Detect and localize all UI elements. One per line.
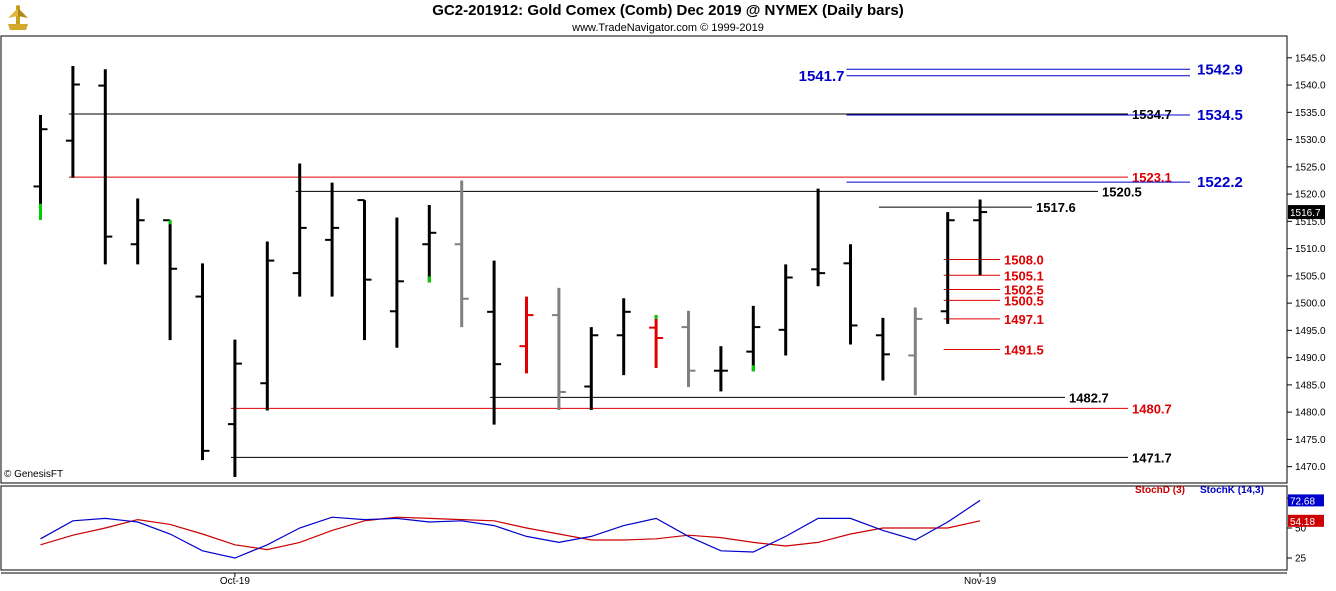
level-label: 1482.7 xyxy=(1069,390,1109,405)
price-axis-tick-label: 1520.0 xyxy=(1295,190,1326,201)
level-label: 1471.7 xyxy=(1132,450,1172,465)
stoch-series-line xyxy=(40,516,981,551)
level-label: 1491.5 xyxy=(1004,342,1044,357)
stoch-pane-frame xyxy=(0,485,1288,571)
price-axis-tick-label: 1485.0 xyxy=(1295,380,1326,391)
stoch-axis-tick-label: 25 xyxy=(1295,554,1307,565)
level-label: 1542.9 xyxy=(1197,61,1243,78)
time-axis-tick-label: Oct-19 xyxy=(220,576,250,587)
price-axis-tick-label: 1490.0 xyxy=(1295,353,1326,364)
level-label: 1502.5 xyxy=(1004,282,1044,297)
price-axis-tick-label: 1525.0 xyxy=(1295,162,1326,173)
level-label: 1497.1 xyxy=(1004,312,1044,327)
level-label: 1500.5 xyxy=(1004,293,1044,308)
last-price-label: 1516.7 xyxy=(1290,208,1321,219)
price-axis-tick-label: 1530.0 xyxy=(1295,135,1326,146)
price-axis-tick-label: 1500.0 xyxy=(1295,299,1326,310)
stoch-last-value-box xyxy=(1288,514,1324,527)
level-label: 1523.1 xyxy=(1132,170,1172,185)
chart-title: GC2-201912: Gold Comex (Comb) Dec 2019 @… xyxy=(432,2,904,19)
stoch-axis-tick-label: 50 xyxy=(1295,524,1307,535)
stoch-last-value-label: 54.18 xyxy=(1290,517,1315,528)
price-axis-tick-label: 1545.0 xyxy=(1295,53,1326,64)
price-axis-tick-label: 1480.0 xyxy=(1295,408,1326,419)
level-label: 1534.5 xyxy=(1197,107,1243,124)
price-axis-tick-label: 1495.0 xyxy=(1295,326,1326,337)
price-pane-frame xyxy=(0,35,1288,484)
stoch-last-value-box xyxy=(1288,494,1324,507)
stoch-series-line xyxy=(40,499,981,559)
level-label: 1522.2 xyxy=(1197,174,1243,191)
price-axis-tick-label: 1540.0 xyxy=(1295,81,1326,92)
level-label: 1505.1 xyxy=(1004,268,1044,283)
stoch-last-value-label: 72.68 xyxy=(1290,496,1315,507)
level-label: 1541.7 xyxy=(799,68,845,85)
copyright-text: © GenesisFT xyxy=(4,469,64,480)
price-axis-tick-label: 1535.0 xyxy=(1295,108,1326,119)
level-label: 1517.6 xyxy=(1036,200,1076,215)
price-axis-tick-label: 1510.0 xyxy=(1295,244,1326,255)
chart-subtitle: www.TradeNavigator.com © 1999-2019 xyxy=(572,22,764,34)
stoch-legend-entry: StochD (3) xyxy=(1135,485,1185,496)
last-price-box xyxy=(1288,205,1325,220)
price-axis-tick-label: 1470.0 xyxy=(1295,462,1326,473)
level-label: 1480.7 xyxy=(1132,401,1172,416)
level-label: 1508.0 xyxy=(1004,253,1044,268)
price-axis-tick-label: 1515.0 xyxy=(1295,217,1326,228)
tradenavigator-logo-icon xyxy=(4,4,32,32)
level-label: 1520.5 xyxy=(1102,184,1142,199)
level-label: 1534.7 xyxy=(1132,107,1172,122)
price-axis-tick-label: 1505.0 xyxy=(1295,271,1326,282)
time-axis-tick-label: Nov-19 xyxy=(964,576,997,587)
stoch-legend-entry: StochK (14,3) xyxy=(1200,485,1264,496)
price-axis-tick-label: 1475.0 xyxy=(1295,435,1326,446)
